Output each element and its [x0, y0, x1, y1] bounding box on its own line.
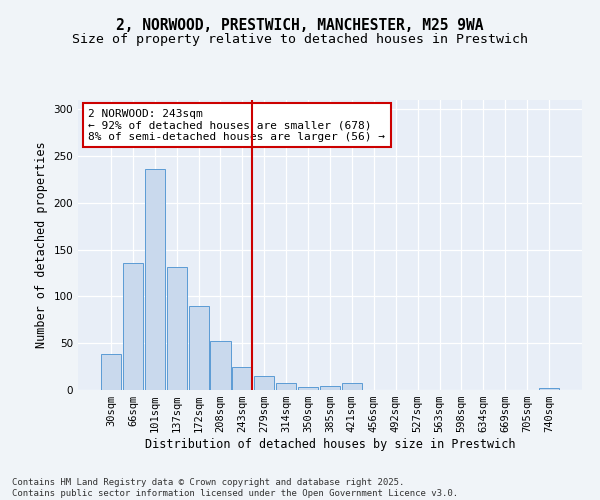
Bar	[167, 266, 187, 390]
Text: Size of property relative to detached houses in Prestwich: Size of property relative to detached ho…	[72, 32, 528, 46]
Text: 2, NORWOOD, PRESTWICH, MANCHESTER, M25 9WA: 2, NORWOOD, PRESTWICH, MANCHESTER, M25 9…	[116, 18, 484, 32]
Bar	[145, 169, 165, 390]
Bar	[232, 366, 253, 390]
Bar	[254, 376, 274, 390]
Bar	[101, 354, 121, 390]
Bar	[276, 384, 296, 390]
X-axis label: Distribution of detached houses by size in Prestwich: Distribution of detached houses by size …	[145, 438, 515, 451]
Bar	[211, 342, 230, 390]
Bar	[123, 263, 143, 390]
Bar	[298, 387, 318, 390]
Y-axis label: Number of detached properties: Number of detached properties	[35, 142, 48, 348]
Text: Contains HM Land Registry data © Crown copyright and database right 2025.
Contai: Contains HM Land Registry data © Crown c…	[12, 478, 458, 498]
Text: 2 NORWOOD: 243sqm
← 92% of detached houses are smaller (678)
8% of semi-detached: 2 NORWOOD: 243sqm ← 92% of detached hous…	[88, 108, 385, 142]
Bar	[539, 388, 559, 390]
Bar	[188, 306, 209, 390]
Bar	[342, 384, 362, 390]
Bar	[320, 386, 340, 390]
